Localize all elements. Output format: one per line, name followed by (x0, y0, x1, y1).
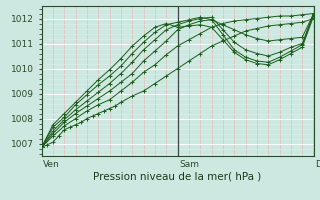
Text: Ven: Ven (43, 160, 60, 169)
Text: Sam: Sam (179, 160, 199, 169)
X-axis label: Pression niveau de la mer( hPa ): Pression niveau de la mer( hPa ) (93, 172, 262, 182)
Text: Dim: Dim (315, 160, 320, 169)
